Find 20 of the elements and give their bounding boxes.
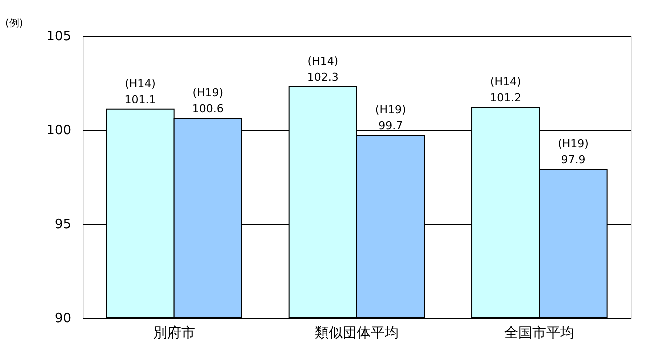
y-axis-title: (例) (6, 18, 24, 30)
y-tick-label: 95 (54, 218, 72, 232)
text: (H19) (192, 86, 224, 100)
series-label: (H19) (375, 104, 406, 117)
data-label: 100.6 (192, 102, 224, 116)
y-tick-label: 105 (46, 30, 72, 44)
data-label: 99.7 (378, 120, 404, 133)
x-tick-label: 類似団体平均 (315, 326, 399, 342)
text: (H14) (308, 54, 339, 68)
data-label: 101.1 (124, 93, 156, 106)
text: (H14) (490, 75, 522, 88)
series-label: (H14) (125, 77, 156, 90)
data-label: 101.2 (490, 91, 522, 104)
x-tick-label: 別府市 (153, 326, 196, 342)
y-tick-label: 100 (46, 124, 72, 138)
x-tick-label: 全国市平均 (504, 326, 575, 342)
text: (H19) (558, 137, 589, 150)
y-tick-label: 90 (54, 312, 72, 326)
data-label: 97.9 (561, 153, 586, 166)
data-label: 102.3 (307, 70, 339, 84)
